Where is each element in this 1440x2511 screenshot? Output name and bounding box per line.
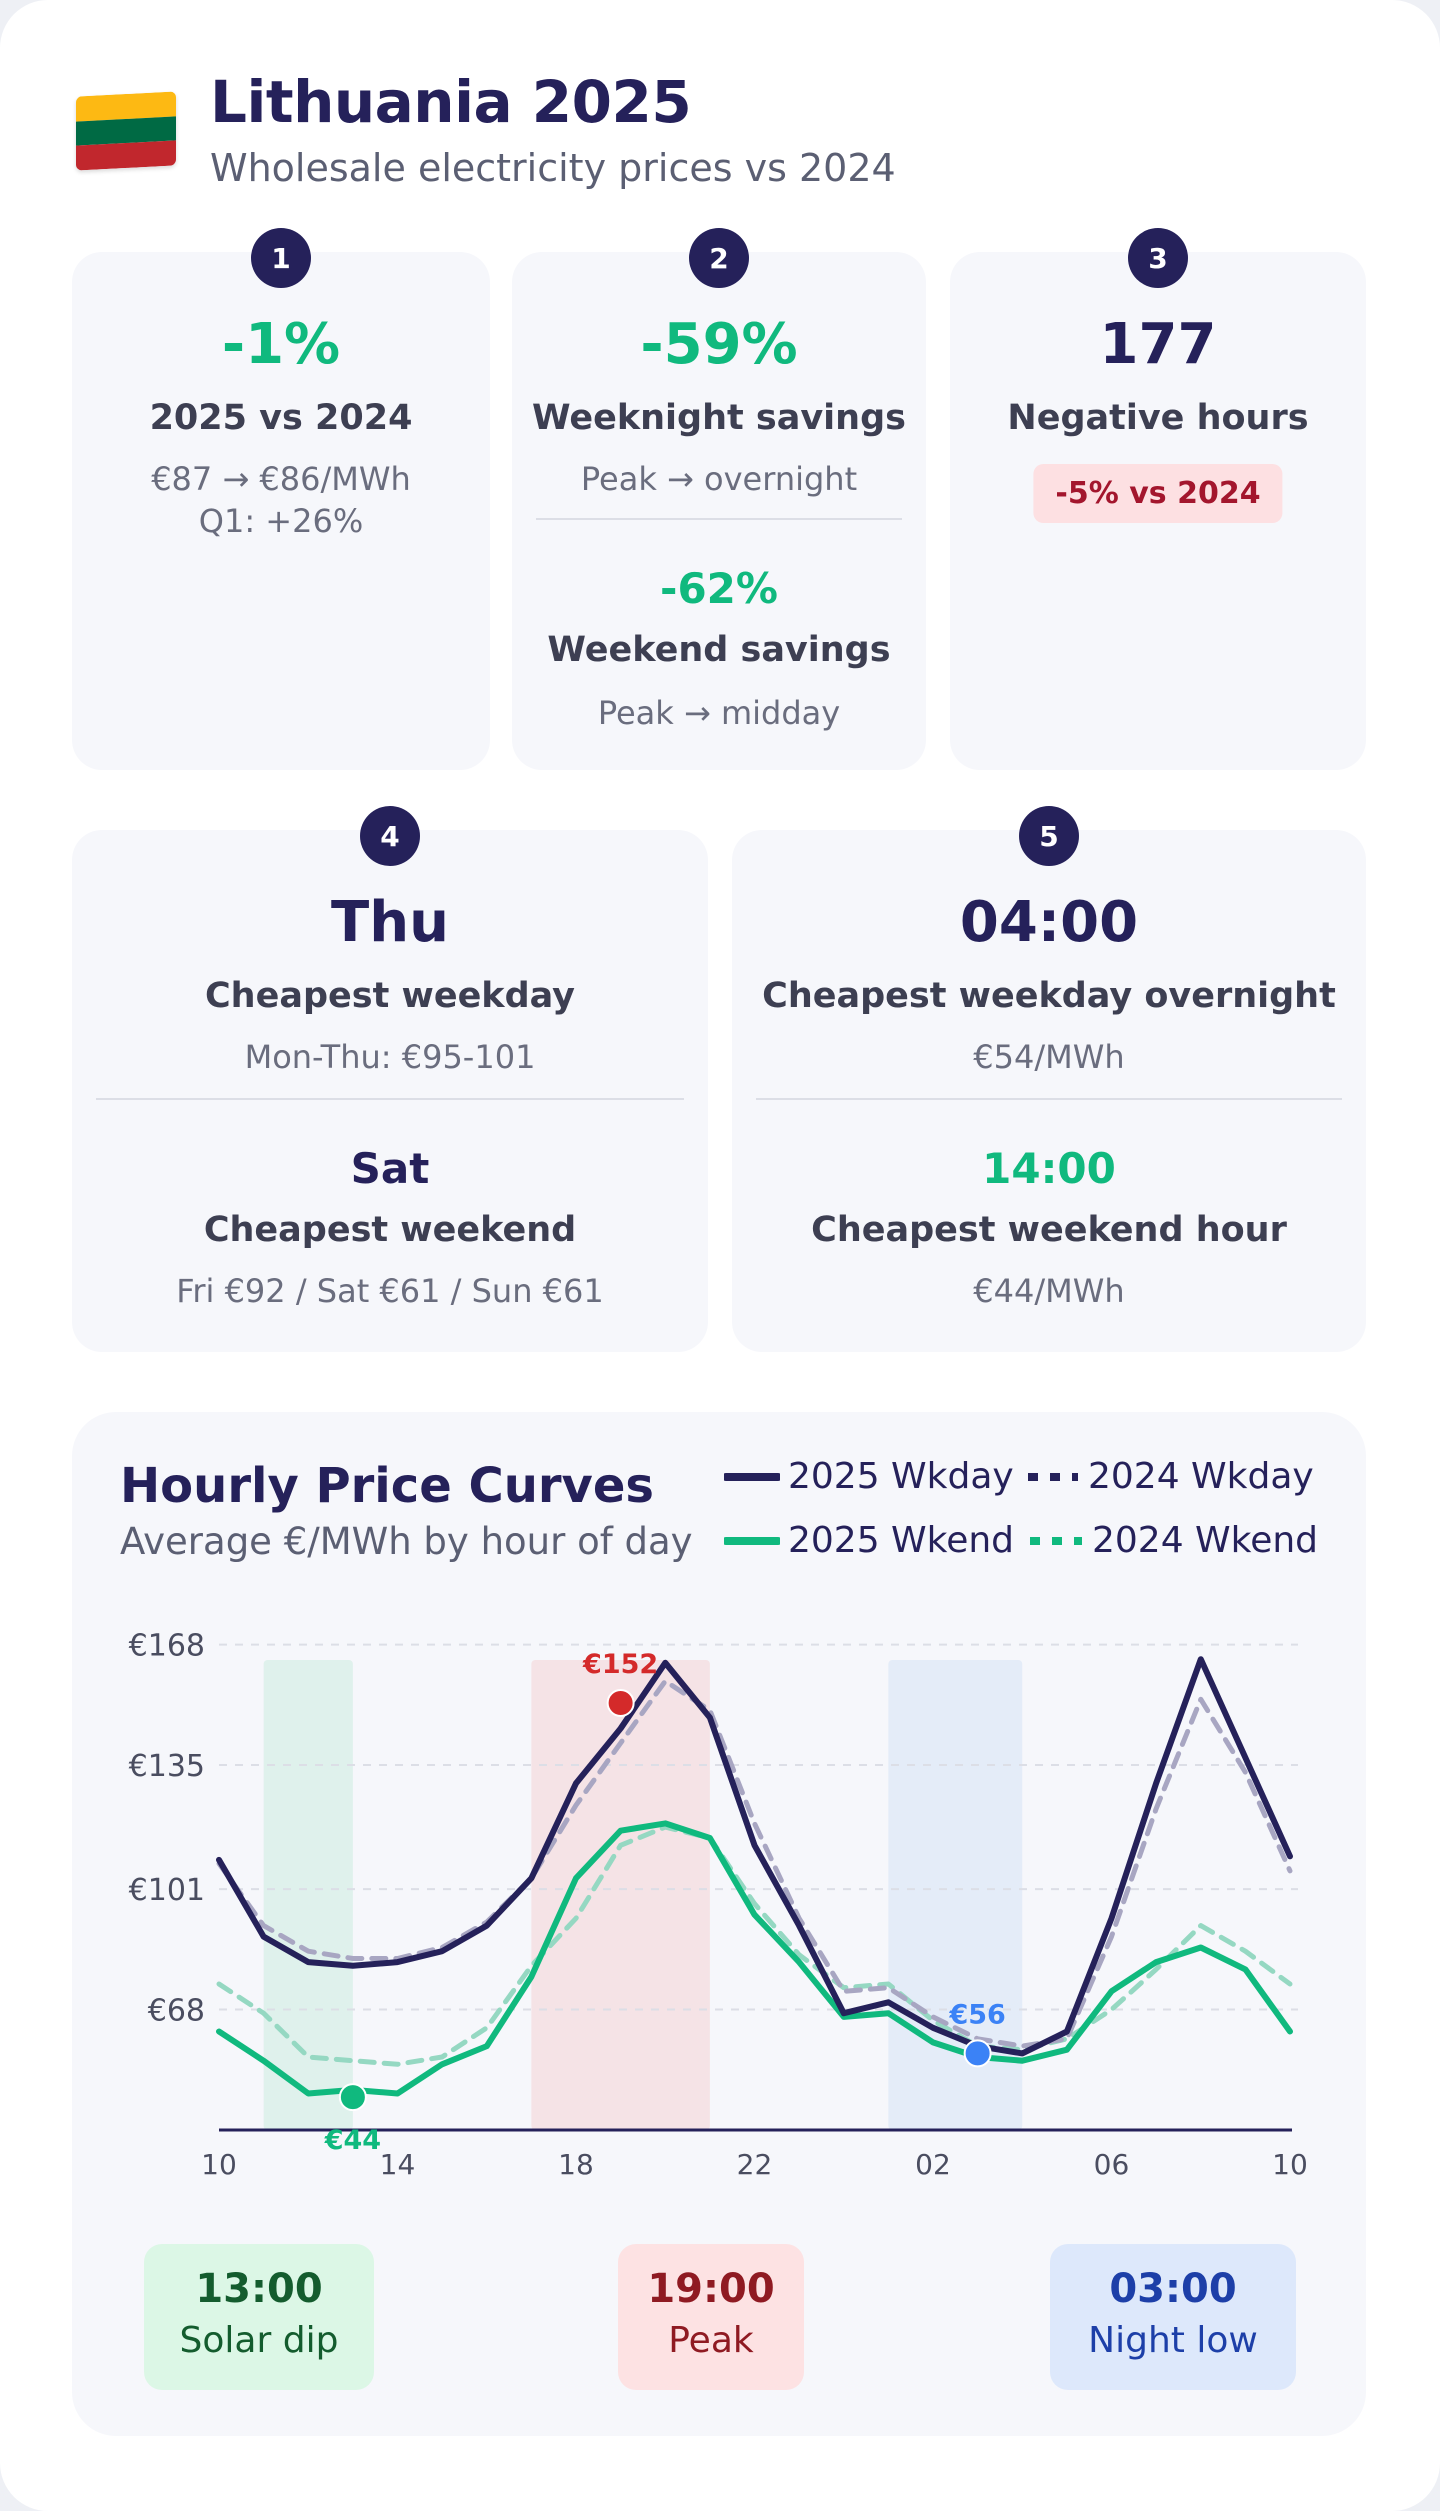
stat-label: Cheapest weekday overnight [762,976,1336,1016]
callout-time: 19:00 [647,2266,775,2312]
card-number-badge: 4 [360,806,420,866]
legend-item-2024-wkday: 2024 Wkday [1024,1456,1314,1497]
callout-solar-dip: 13:00 Solar dip [144,2244,374,2390]
legend-swatch-dashed-green [1030,1536,1082,1545]
stat-label-secondary: Cheapest weekend [203,1210,577,1250]
stat-label-secondary: Weekend savings [547,630,891,670]
x-tick-label: 14 [380,2148,416,2181]
stat-value: -1% [221,312,341,377]
series-line-2024-wkday [216,1678,1293,2049]
marker-label: €152 [582,1649,658,1680]
legend-swatch-solid-navy [724,1472,780,1481]
stat-value-secondary: Sat [350,1144,430,1193]
callout-time: 03:00 [1109,2266,1237,2312]
y-tick-label: €168 [129,1629,205,1664]
stat-card-savings: 2 -59% Weeknight savings Peak → overnigh… [512,228,926,770]
stat-label: 2025 vs 2024 [149,398,413,438]
x-tick-label: 18 [558,2148,594,2181]
stat-card-cheapest-day: 4 Thu Cheapest weekday Mon-Thu: €95-101 … [72,806,708,1352]
x-tick-label: 10 [201,2148,237,2181]
legend-item-2024-wkend: 2024 Wkend [1024,1520,1318,1561]
stat-value: 04:00 [959,890,1139,955]
chart-title: Hourly Price Curves [120,1458,654,1514]
callout-time: 13:00 [195,2266,323,2312]
stat-value: -59% [640,312,798,377]
page-title: Lithuania 2025 [210,68,692,136]
card-number-badge: 1 [251,228,311,288]
callout-label: Peak [668,2320,754,2361]
legend-label: 2024 Wkend [1092,1520,1319,1561]
callout-label: Night low [1088,2320,1258,2361]
callout-night-low: 03:00 Night low [1050,2244,1296,2390]
marker-label: €44 [324,2125,381,2156]
stat-detail: Mon-Thu: €95-101 [244,1038,536,1076]
series-line-2025-wkend [216,1820,1293,2097]
stat-detail: €87 → €86/MWh [151,460,411,498]
x-tick-label: 02 [915,2148,951,2181]
flag-stripe-red [76,140,176,171]
legend-label: 2025 Wkday [788,1456,1014,1497]
stat-value-secondary: -62% [660,564,778,613]
stat-detail: €54/MWh [973,1038,1125,1076]
legend-item-2025-wkday: 2025 Wkday [724,1456,1014,1497]
stat-detail: Peak → overnight [580,460,858,498]
marker-label: €56 [948,1999,1005,2030]
callout-peak: 19:00 Peak [618,2244,804,2390]
stat-card-cheapest-hour: 5 04:00 Cheapest weekday overnight €54/M… [732,806,1366,1352]
stat-detail-secondary: €44/MWh [973,1272,1125,1310]
stat-label-secondary: Cheapest weekend hour [811,1210,1287,1250]
card-divider [536,518,902,520]
marker-point [963,2039,992,2068]
card-divider [756,1098,1342,1100]
stat-label: Negative hours [1007,398,1309,438]
stat-detail-q1: Q1: +26% [198,502,364,540]
legend-swatch-dashed-navy [1028,1472,1078,1481]
stat-value-secondary: 14:00 [982,1144,1116,1193]
card-divider [96,1098,684,1100]
stat-value: Thu [331,890,449,955]
y-tick-label: €68 [148,1994,205,2029]
legend-swatch-solid-green [724,1536,780,1545]
header: Lithuania 2025 Wholesale electricity pri… [72,68,1372,198]
legend-item-2025-wkend: 2025 Wkend [724,1520,1014,1561]
change-badge: -5% vs 2024 [1033,464,1283,523]
x-tick-label: 22 [737,2148,773,2181]
stat-label: Cheapest weekday [205,976,575,1016]
card-number-badge: 5 [1019,806,1079,866]
marker-point [338,2083,367,2112]
band-solar-dip [263,1660,353,2130]
x-tick-label: 06 [1094,2148,1130,2181]
series-line-2024-wkend [216,1824,1293,2067]
callout-label: Solar dip [179,2320,339,2361]
stat-value: 177 [1099,312,1217,377]
stat-detail-secondary: Peak → midday [597,694,841,732]
band-peak [531,1660,710,2130]
y-tick-label: €135 [129,1749,205,1784]
stat-detail-secondary: Fri €92 / Sat €61 / Sun €61 [176,1272,604,1310]
marker-point [606,1688,635,1717]
chart-subtitle: Average €/MWh by hour of day [120,1520,693,1563]
y-tick-label: €101 [129,1873,205,1908]
x-tick-label: 10 [1272,2148,1308,2181]
series-line-2025-wkday [216,1656,1293,2057]
legend-label: 2024 Wkday [1088,1456,1314,1497]
legend-label: 2025 Wkend [788,1520,1015,1561]
price-line-chart: €68 €101 €135 €168 10 14 18 22 02 06 10 €152 €56 €44 [129,1629,1308,2181]
card-number-badge: 2 [689,228,749,288]
stat-label: Weeknight savings [532,398,906,438]
card-number-badge: 3 [1128,228,1188,288]
page-subtitle: Wholesale electricity prices vs 2024 [210,146,896,190]
stat-card-negative-hours: 3 177 Negative hours -5% vs 2024 [950,228,1366,770]
stat-card-yearly-change: 1 -1% 2025 vs 2024 €87 → €86/MWh Q1: +26… [72,228,490,770]
lithuania-flag-icon [76,91,176,171]
